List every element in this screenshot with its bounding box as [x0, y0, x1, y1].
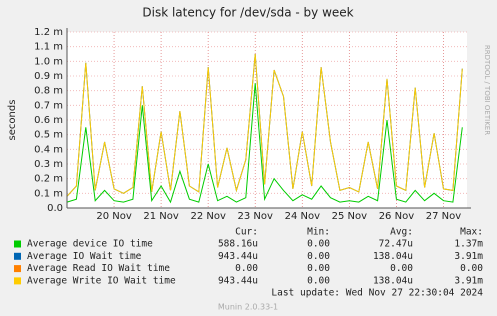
x-tick-label: 21 Nov [143, 211, 179, 222]
legend-stat: 0.00 [307, 239, 330, 250]
legend-label: Average IO Wait time [27, 251, 142, 262]
legend-stat: 0.00 [460, 263, 483, 274]
legend-stat: 0.00 [307, 263, 330, 274]
y-tick-label: 0.1 m [34, 188, 63, 199]
y-tick-label: 0.5 m [34, 130, 63, 141]
last-update: Last update: Wed Nov 27 22:30:04 2024 [271, 288, 483, 299]
y-axis-label: seconds [7, 100, 18, 141]
stat-header: Cur: [235, 227, 258, 238]
legend-stat: 3.91m [454, 275, 483, 286]
legend-swatch [14, 240, 21, 248]
legend-stat: 0.00 [390, 263, 413, 274]
y-tick-label: 0.9 m [34, 71, 63, 82]
series-line [66, 83, 463, 204]
x-tick-label: 20 Nov [96, 211, 132, 222]
legend-stat: 138.04u [373, 275, 413, 286]
legend-stat: 588.16u [218, 239, 258, 250]
y-tick-label: 0.3 m [34, 159, 63, 170]
series-line [66, 53, 463, 197]
legend-stat: 0.00 [307, 251, 330, 262]
side-text: RRDTOOL / TOBI OETIKER [483, 45, 491, 135]
legend-label: Average Write IO Wait time [27, 275, 176, 286]
y-tick-label: 0.7 m [34, 100, 63, 111]
chart-title: Disk latency for /dev/sda - by week [142, 6, 353, 20]
y-tick-label: 0.2 m [34, 174, 63, 185]
y-tick-label: 0.8 m [34, 86, 63, 97]
stat-header: Max: [460, 227, 483, 238]
y-tick-label: 0.0 [47, 203, 63, 214]
x-tick-label: 26 Nov [379, 211, 415, 222]
legend-stat: 0.00 [307, 275, 330, 286]
y-tick-label: 0.6 m [34, 115, 63, 126]
legend-stat: 72.47u [379, 239, 413, 250]
legend-stat: 943.44u [218, 275, 258, 286]
y-tick-label: 1.2 m [34, 27, 63, 38]
legend-swatch [14, 252, 21, 260]
legend-label: Average Read IO Wait time [27, 263, 170, 274]
legend-stat: 3.91m [454, 251, 483, 262]
legend-stat: 1.37m [454, 239, 483, 250]
legend-label: Average device IO time [27, 239, 153, 250]
stat-header: Min: [307, 227, 330, 238]
x-tick-label: 25 Nov [332, 211, 368, 222]
stat-header: Avg: [390, 227, 413, 238]
legend-swatch [14, 277, 21, 285]
x-tick-label: 24 Nov [285, 211, 321, 222]
x-tick-label: 23 Nov [238, 211, 274, 222]
legend-stat: 0.00 [235, 263, 258, 274]
x-tick-label: 22 Nov [190, 211, 226, 222]
footer: Munin 2.0.33-1 [218, 303, 278, 312]
legend-stat: 943.44u [218, 251, 258, 262]
x-tick-label: 27 Nov [426, 211, 462, 222]
legend-swatch [14, 265, 21, 273]
y-tick-label: 1.1 m [34, 42, 63, 53]
y-tick-label: 1.0 m [34, 56, 63, 67]
legend-stat: 138.04u [373, 251, 413, 262]
y-tick-label: 0.4 m [34, 144, 63, 155]
